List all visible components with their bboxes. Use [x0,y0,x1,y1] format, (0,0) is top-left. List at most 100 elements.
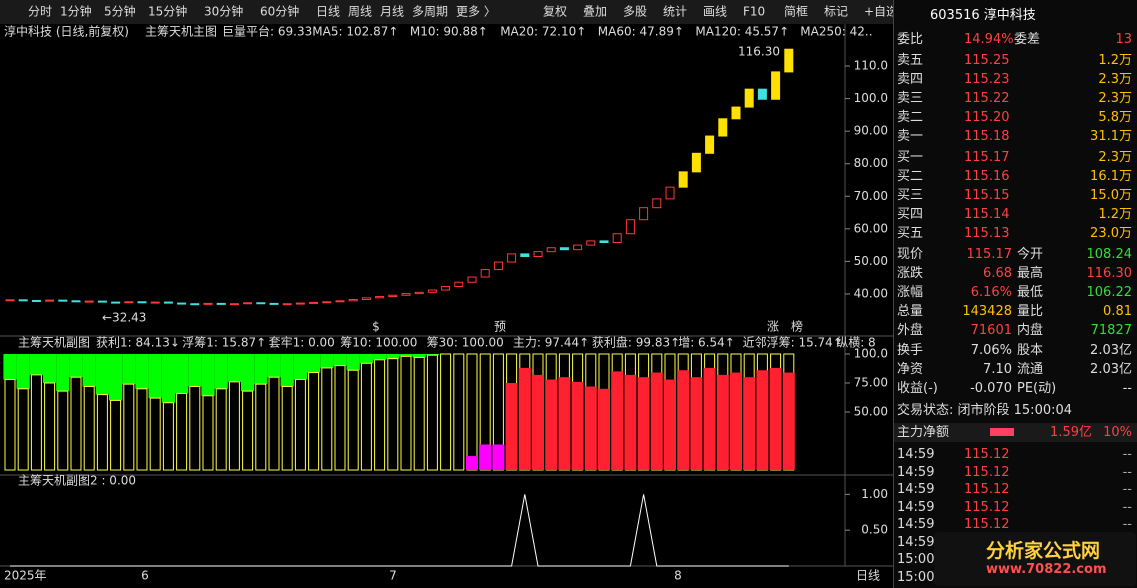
sub1-param: 增: 6.54↑ [678,336,735,350]
flow-bar [990,428,1014,436]
profit-area [373,354,387,360]
candle [229,303,239,306]
cell: 14:59 [897,464,935,480]
tick-row: 14:59 115.12 -- [894,463,1137,482]
bid-row: 买一 115.17 2.3万 [894,148,1137,167]
chip-bar [347,369,359,471]
cell: 14:59 [897,517,935,532]
cell: 外盘 [897,323,924,338]
toolbar-button[interactable]: 统计 [663,5,687,19]
toolbar-tab[interactable]: 月线 [380,5,404,19]
toolbar-button[interactable]: 标记 [824,5,848,19]
ma-param: 巨量平台: 69.33 [222,24,312,39]
chip-bar [189,385,201,471]
ma-param: MA5: 102.87↑ [312,25,398,39]
chip-bar [83,385,95,471]
toolbar-tab[interactable]: 60分钟 [260,4,299,19]
candle [177,302,187,305]
main-force-bar [532,374,544,470]
chip-bar [176,392,188,471]
toolbar-tab[interactable]: 周线 [348,5,372,19]
toolbar-tab[interactable]: 15分钟 [148,4,187,19]
cell: 委差 [1014,32,1041,47]
cell: 23.0万 [1090,226,1132,241]
candle [678,171,688,188]
cell: 买二 [897,169,924,184]
candle [520,253,530,258]
toolbar-tab[interactable]: 1分钟 [60,4,92,19]
signal-marker: 预 [494,320,506,334]
chip-bar [294,379,306,471]
cell: 15:00 [897,569,935,585]
cell: 卖四 [897,72,924,87]
chip-bar [136,388,148,471]
candle [480,269,490,278]
toolbar-tab[interactable]: 分时 [28,5,52,19]
candle [31,299,41,302]
main-force-bar [769,367,782,470]
toolbar-tab[interactable]: 日线 [316,5,340,19]
toolbar-button[interactable]: 简框 [784,5,808,19]
profit-area [148,354,162,399]
toolbar-button[interactable]: 多股 [623,5,647,19]
sub1-title: 主筹天机副图 [18,336,90,350]
cell: 115.25 [964,53,1010,68]
sub1-param: 主力: 97.44↑ [513,336,589,350]
stat-row: 现价 115.17 今开 108.24 [894,245,1137,264]
profit-area [135,354,149,389]
cell: 2.03亿 [1090,343,1132,358]
toolbar-button[interactable]: 画线 [703,5,727,19]
cell: 今开 [1017,247,1044,262]
main-force-bar [584,386,597,470]
stock-name: 淳中科技 (日线,前复权) [4,24,129,39]
candle [757,88,767,100]
ma-param: MA120: 45.57↑ [695,25,789,39]
cell: 交易状态: 闭市阶段 15:00:04 [897,403,1073,418]
cell: 内盘 [1017,323,1044,338]
bid-row: 买二 115.16 16.1万 [894,167,1137,186]
chip-bar [228,381,240,471]
tick-row: 14:59 115.12 -- [894,480,1137,499]
profit-area [82,354,96,387]
profit-area [3,354,17,380]
y-tick-label: 50.00 [854,254,888,268]
candle [784,48,794,73]
profit-area [95,354,109,395]
toolbar-button[interactable]: 叠加 [583,5,607,19]
candle [612,233,622,244]
toolbar-tab[interactable]: 更多 〉 [456,5,496,19]
candle [216,302,226,305]
tick-row: 14:59 115.12 -- [894,445,1137,464]
cell: 115.12 [964,447,1010,462]
cell: -- [1122,447,1132,462]
cell: 115.16 [964,169,1010,184]
toolbar-tab[interactable]: 5分钟 [104,4,136,19]
cell: 2.3万 [1098,91,1132,106]
profit-area [425,354,439,356]
cell: 115.20 [964,110,1010,125]
toolbar-button[interactable]: F10 [743,5,765,19]
chip-bar [110,399,122,471]
cell: 15.0万 [1090,188,1132,203]
toolbar-tab[interactable]: 30分钟 [204,4,243,19]
profit-area [346,354,360,371]
toolbar-button[interactable]: 复权 [543,5,567,19]
chip-bar [334,365,346,471]
ma-param: M10: 90.88↑ [410,25,488,39]
toolbar-tab[interactable]: 多周期 [412,5,448,19]
y-tick-label: 70.00 [854,189,888,203]
candle [705,135,715,154]
low-label: ←32.43 [102,311,146,325]
candle [546,247,556,253]
toolbar-button[interactable]: +自选 [864,5,893,19]
cell: 14:59 [897,534,935,550]
chart-area: 分时 1分钟 5分钟 15分钟 30分钟 60分钟 日线 周线 月线 多周期 更多 〉 复权 叠加 多股 统… [0,0,893,583]
y-tick-label: 75.00 [854,376,888,390]
cell: 7.10 [983,362,1012,377]
candle [639,207,649,221]
cell: 现价 [897,247,924,262]
cell: 115.12 [964,482,1010,497]
cell: 16.1万 [1090,169,1132,184]
cell: 10% [1103,425,1132,440]
cell: 买四 [897,207,924,222]
